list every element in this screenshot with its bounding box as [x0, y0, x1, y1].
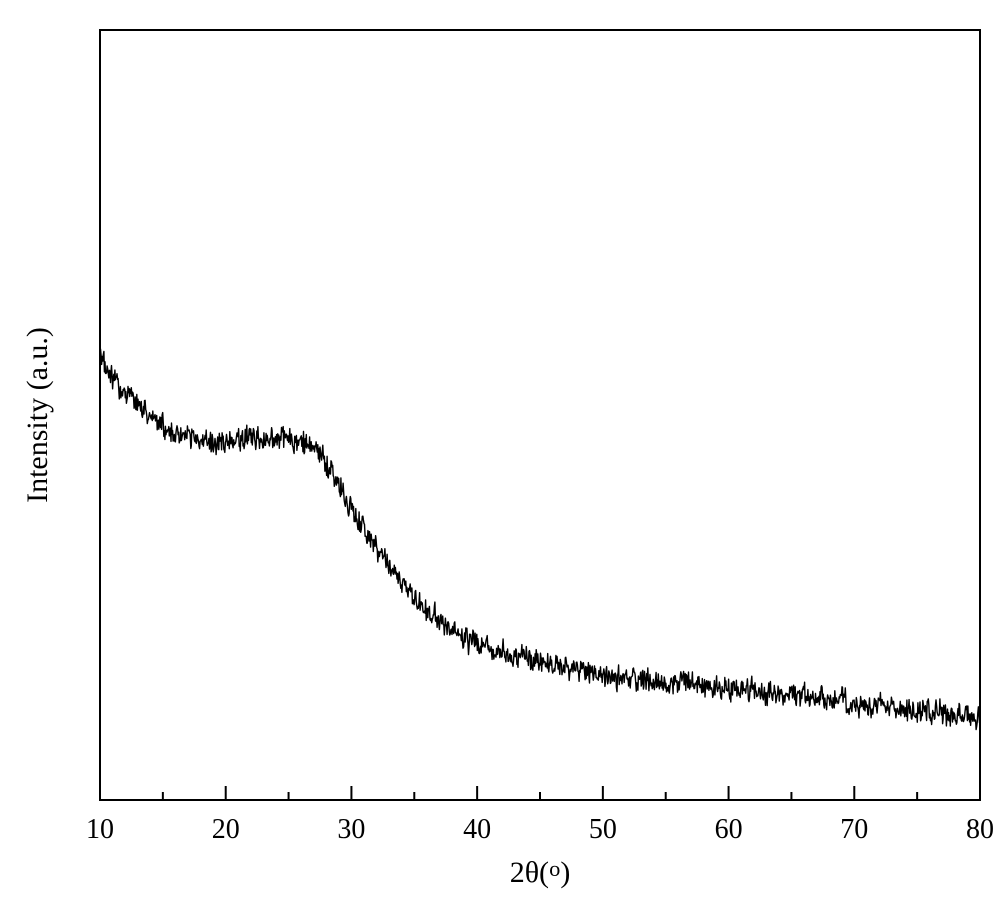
x-tick-label: 10 — [86, 814, 114, 846]
xrd-figure: Intensity (a.u.) 2θ(o) 10 20 30 40 50 60 70 80 — [0, 0, 1000, 908]
x-tick-label: 60 — [715, 814, 743, 846]
x-axis-label: 2θ(o) — [510, 856, 571, 890]
y-axis-label: Intensity (a.u.) — [21, 327, 55, 503]
x-tick-label: 40 — [463, 814, 491, 846]
chart-svg — [0, 0, 1000, 908]
x-tick-label: 20 — [212, 814, 240, 846]
x-tick-label: 30 — [337, 814, 365, 846]
x-tick-label: 50 — [589, 814, 617, 846]
x-tick-label: 70 — [840, 814, 868, 846]
x-tick-label: 80 — [966, 814, 994, 846]
